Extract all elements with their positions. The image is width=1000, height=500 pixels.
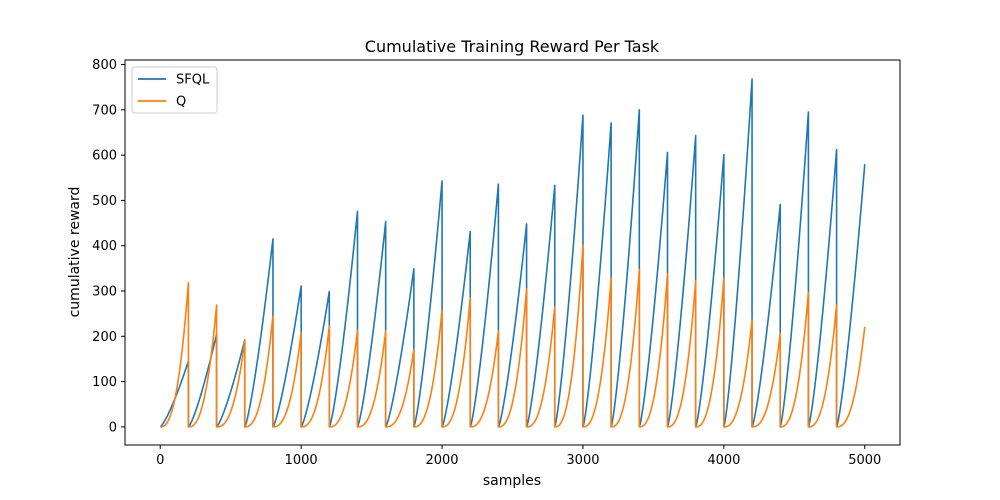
x-tick-label: 1000 [285, 453, 318, 468]
y-tick-label: 700 [92, 103, 117, 118]
y-tick-label: 300 [92, 285, 117, 300]
x-tick-label: 2000 [425, 453, 458, 468]
legend-label-sfql: SFQL [176, 73, 210, 88]
plot-frame [124, 59, 901, 446]
x-tick-label: 3000 [566, 453, 599, 468]
series-line-sfql [159, 78, 866, 428]
y-axis-label: cumulative reward [67, 187, 83, 318]
y-tick-label: 200 [92, 330, 117, 345]
x-tick-label: 0 [156, 453, 164, 468]
y-tick-label: 0 [109, 420, 117, 435]
y-tick-label: 500 [92, 194, 117, 209]
axis-ticks: 0 1000 2000 3000 4000 5000 0 100 200 300 400 500 600… [92, 58, 881, 468]
chart-title: Cumulative Training Reward Per Task [365, 37, 660, 56]
x-tick-label: 5000 [848, 453, 881, 468]
y-tick-label: 600 [92, 149, 117, 164]
plot-area [159, 78, 866, 428]
y-tick-label: 800 [92, 58, 117, 73]
x-axis-label: samples [483, 473, 541, 489]
legend-label-q: Q [176, 95, 186, 110]
y-tick-label: 400 [92, 239, 117, 254]
x-tick-label: 4000 [707, 453, 740, 468]
legend: SFQL Q [131, 66, 218, 114]
y-tick-label: 100 [92, 375, 117, 390]
series-line-q [160, 244, 866, 428]
